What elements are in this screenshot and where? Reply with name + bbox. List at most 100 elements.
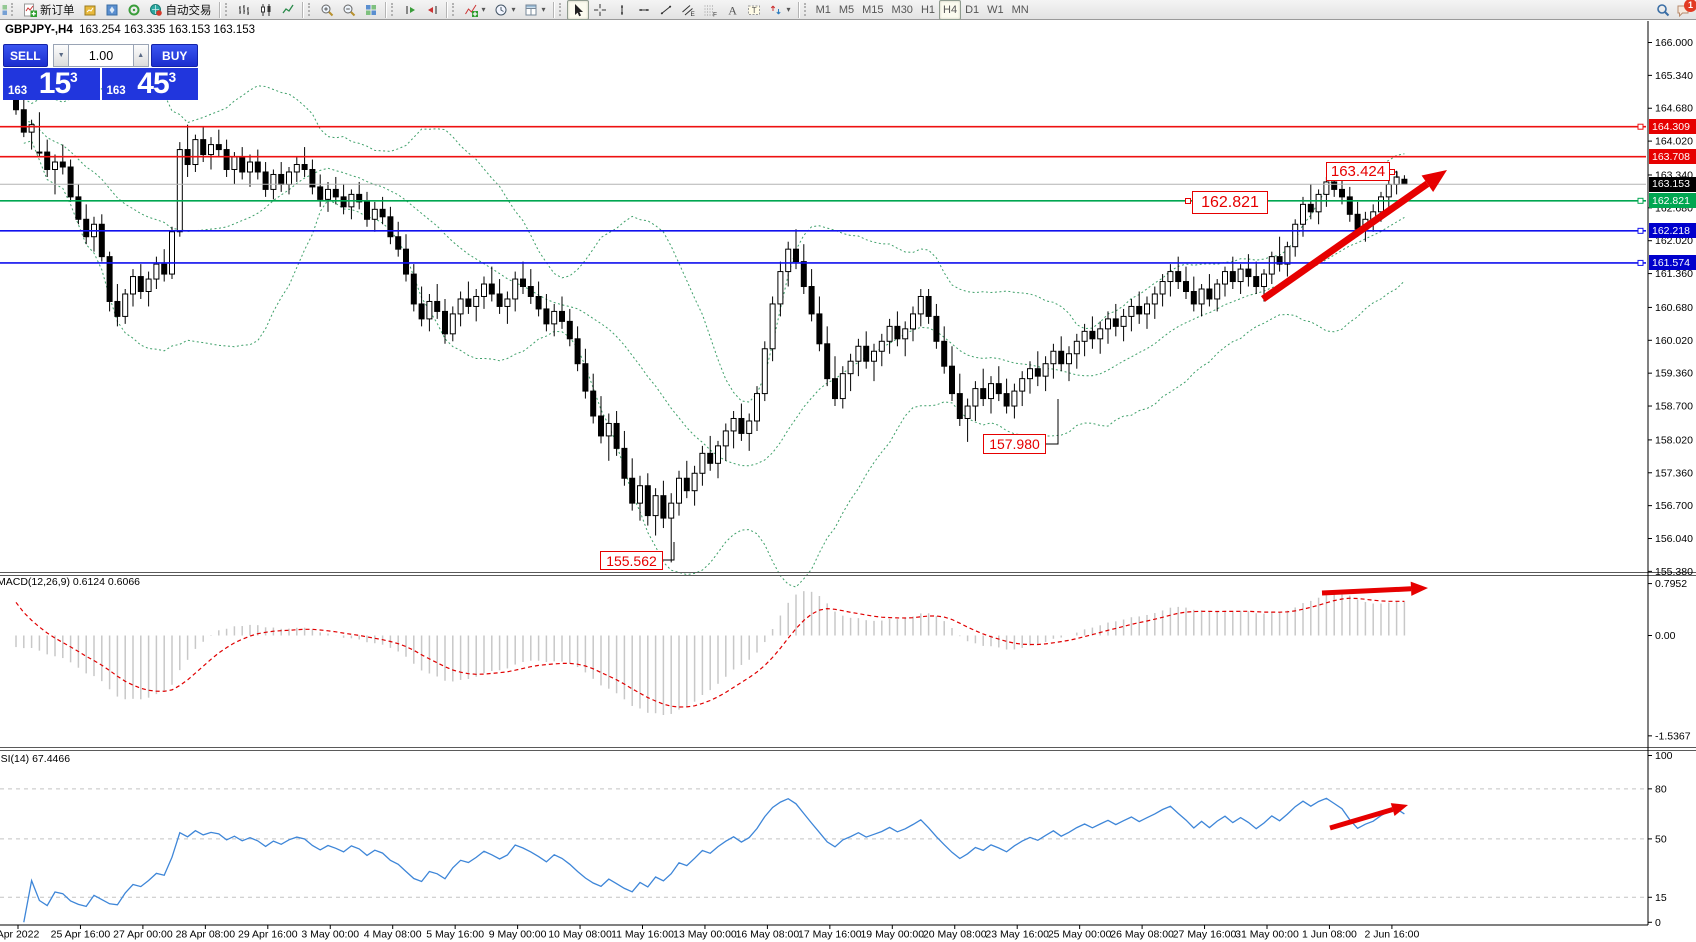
tf-w1-button[interactable]: W1: [983, 0, 1008, 20]
fibonacci-button[interactable]: F: [699, 0, 721, 20]
tf-mn-button[interactable]: MN: [1008, 0, 1033, 20]
price-tick-label: 158.700: [1655, 401, 1693, 413]
svg-text:E: E: [690, 11, 695, 17]
toolbar-separator: [301, 1, 303, 18]
annotation-anchor[interactable]: [1185, 198, 1191, 204]
tf-h4-button[interactable]: H4: [939, 0, 962, 20]
tf-m15-button[interactable]: M15: [858, 0, 887, 20]
toolbar-grip: [307, 3, 312, 16]
date-tick-label: 27 Apr 00:00: [113, 929, 173, 941]
sell-price-point: 3: [70, 70, 78, 85]
macd-tick-label: 0.7952: [1655, 578, 1687, 590]
price-annotation-box[interactable]: 155.562: [600, 551, 663, 570]
arrows-icon: [769, 3, 783, 17]
toolbar-grip: [451, 3, 456, 16]
price-tick-label: 160.020: [1655, 335, 1693, 347]
zoom-in-button[interactable]: [316, 0, 338, 20]
price-level-chip: 161.574: [1649, 255, 1696, 271]
tile-windows-button[interactable]: [360, 0, 382, 20]
trendline-button[interactable]: [655, 0, 677, 20]
price-tick-label: 155.380: [1655, 566, 1693, 578]
price-annotation-box[interactable]: 163.424: [1326, 162, 1390, 181]
date-tick-label: 5 May 16:00: [426, 929, 484, 941]
search-button[interactable]: [1656, 3, 1670, 17]
tf-h1-button[interactable]: H1: [917, 0, 939, 20]
sell-price-figure: 163: [8, 85, 28, 97]
cursor-button[interactable]: [566, 0, 589, 20]
date-tick-label: 1 Jun 08:00: [1302, 929, 1357, 941]
indicators-button[interactable]: ▾: [460, 0, 490, 20]
toolbar-grip: [558, 3, 563, 16]
tf-m15-label: M15: [862, 3, 884, 16]
tf-d1-button[interactable]: D1: [961, 0, 983, 20]
arrows-button[interactable]: ▾: [765, 0, 795, 20]
buy-price-display[interactable]: 163 45 3: [101, 68, 198, 100]
date-tick-label: 4 May 08:00: [364, 929, 422, 941]
chevron-down-icon: ▾: [541, 5, 546, 14]
zoom-out-button[interactable]: [338, 0, 360, 20]
periods-button[interactable]: ▾: [490, 0, 520, 20]
one-click-trading-panel: SELL ▼ ▲ BUY 163 15 3 163 45 3: [3, 44, 198, 100]
text-label-button[interactable]: T: [743, 0, 765, 20]
annotation-anchor[interactable]: [1389, 169, 1395, 175]
toolbar-separator: [797, 1, 799, 18]
trend-arrow[interactable]: [1329, 807, 1394, 831]
terminal-button[interactable]: [123, 0, 145, 20]
rsi-indicator-label: RSI(14) 67.4466: [0, 753, 71, 765]
price-annotation-box[interactable]: 162.821: [1192, 191, 1268, 214]
sell-button[interactable]: SELL: [3, 44, 48, 67]
line-chart-button[interactable]: [277, 0, 299, 20]
chart-title: GBPJPY-,H4 163.254 163.335 163.153 163.1…: [5, 24, 255, 36]
chart-shift-button[interactable]: [421, 0, 443, 20]
navigator-button[interactable]: [101, 0, 123, 20]
rsi-tick-label: 15: [1655, 892, 1667, 904]
vertical-line-button[interactable]: [611, 0, 633, 20]
tf-m1-button[interactable]: M1: [812, 0, 835, 20]
crosshair-button[interactable]: [589, 0, 611, 20]
tf-d1-label: D1: [965, 3, 980, 16]
trend-arrow[interactable]: [1260, 180, 1430, 302]
periods-icon: [494, 3, 508, 17]
buy-price-point: 3: [168, 70, 177, 85]
buy-button[interactable]: BUY: [151, 44, 198, 67]
date-tick-label: 25 May 00:00: [1048, 929, 1112, 941]
market-watch-button[interactable]: [79, 0, 101, 20]
bar-chart-button[interactable]: [233, 0, 255, 20]
templates-button[interactable]: ▾: [520, 0, 550, 20]
channel-icon: E: [681, 3, 695, 17]
tf-w1-label: W1: [987, 3, 1004, 16]
tf-m30-button[interactable]: M30: [888, 0, 917, 20]
volume-decrease-button[interactable]: ▼: [53, 44, 69, 67]
text-button[interactable]: A: [721, 0, 743, 20]
macd-tick-label: 0.00: [1655, 630, 1676, 642]
tf-m30-label: M30: [891, 3, 913, 16]
trend-arrow[interactable]: [1321, 586, 1412, 596]
tf-m5-label: M5: [838, 3, 855, 16]
horizontal-line-button[interactable]: [633, 0, 655, 20]
new-order-button[interactable]: 新订单: [19, 0, 79, 20]
tile-windows-icon: [364, 3, 378, 17]
date-tick-label: 26 May 08:00: [1110, 929, 1174, 941]
price-level-chip: 162.821: [1649, 193, 1696, 209]
tf-m5-button[interactable]: M5: [835, 0, 858, 20]
trend-arrow-head: [1421, 170, 1447, 193]
price-level-chip: 163.153: [1649, 176, 1696, 192]
price-tick-label: 165.340: [1655, 70, 1693, 82]
auto-scroll-button[interactable]: [399, 0, 421, 20]
date-tick-label: 16 May 08:00: [736, 929, 800, 941]
templates-icon: [524, 3, 538, 17]
volume-increase-button[interactable]: ▲: [132, 44, 149, 67]
volume-input[interactable]: [68, 44, 133, 67]
sell-price-display[interactable]: 163 15 3: [3, 68, 100, 100]
auto-trading-button[interactable]: 自动交易: [145, 0, 216, 20]
trend-arrow-head: [1410, 581, 1428, 596]
channel-button[interactable]: E: [677, 0, 699, 20]
chat-button[interactable]: 1: [1676, 0, 1696, 17]
date-tick-label: 11 May 16:00: [611, 929, 674, 941]
svg-text:F: F: [713, 11, 717, 17]
candle-chart-button[interactable]: [255, 0, 277, 20]
macd-indicator-label: MACD(12,26,9) 0.6124 0.6066: [0, 576, 141, 588]
candle-chart-icon: [259, 3, 273, 17]
price-annotation-box[interactable]: 157.980: [983, 434, 1046, 454]
